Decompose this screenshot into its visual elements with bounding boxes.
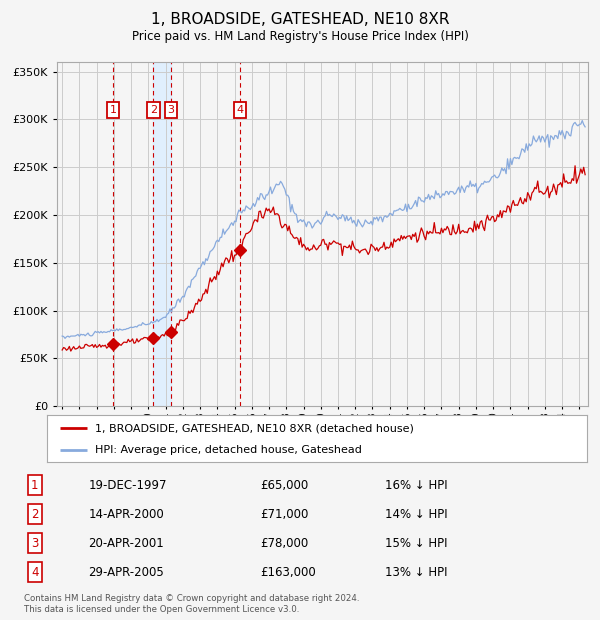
Text: 3: 3 bbox=[31, 536, 38, 549]
Text: Price paid vs. HM Land Registry's House Price Index (HPI): Price paid vs. HM Land Registry's House … bbox=[131, 30, 469, 43]
Text: 13% ↓ HPI: 13% ↓ HPI bbox=[385, 565, 447, 578]
Text: 1: 1 bbox=[31, 479, 38, 492]
Text: £65,000: £65,000 bbox=[260, 479, 309, 492]
Text: 14-APR-2000: 14-APR-2000 bbox=[89, 508, 164, 521]
Text: £71,000: £71,000 bbox=[260, 508, 309, 521]
Text: 1, BROADSIDE, GATESHEAD, NE10 8XR (detached house): 1, BROADSIDE, GATESHEAD, NE10 8XR (detac… bbox=[95, 423, 414, 433]
Text: 20-APR-2001: 20-APR-2001 bbox=[89, 536, 164, 549]
Text: 14% ↓ HPI: 14% ↓ HPI bbox=[385, 508, 447, 521]
Text: 19-DEC-1997: 19-DEC-1997 bbox=[89, 479, 167, 492]
Text: HPI: Average price, detached house, Gateshead: HPI: Average price, detached house, Gate… bbox=[95, 445, 362, 455]
Text: 29-APR-2005: 29-APR-2005 bbox=[89, 565, 164, 578]
Text: 2: 2 bbox=[31, 508, 38, 521]
Bar bbox=[153, 62, 171, 406]
Text: 1: 1 bbox=[110, 105, 117, 115]
Text: 2: 2 bbox=[149, 105, 157, 115]
Text: Contains HM Land Registry data © Crown copyright and database right 2024.
This d: Contains HM Land Registry data © Crown c… bbox=[24, 595, 359, 614]
Text: 1, BROADSIDE, GATESHEAD, NE10 8XR: 1, BROADSIDE, GATESHEAD, NE10 8XR bbox=[151, 12, 449, 27]
Text: 15% ↓ HPI: 15% ↓ HPI bbox=[385, 536, 447, 549]
Text: 16% ↓ HPI: 16% ↓ HPI bbox=[385, 479, 447, 492]
Text: 4: 4 bbox=[236, 105, 244, 115]
Text: £78,000: £78,000 bbox=[260, 536, 309, 549]
Text: 4: 4 bbox=[31, 565, 38, 578]
Text: 3: 3 bbox=[167, 105, 174, 115]
Text: £163,000: £163,000 bbox=[260, 565, 316, 578]
